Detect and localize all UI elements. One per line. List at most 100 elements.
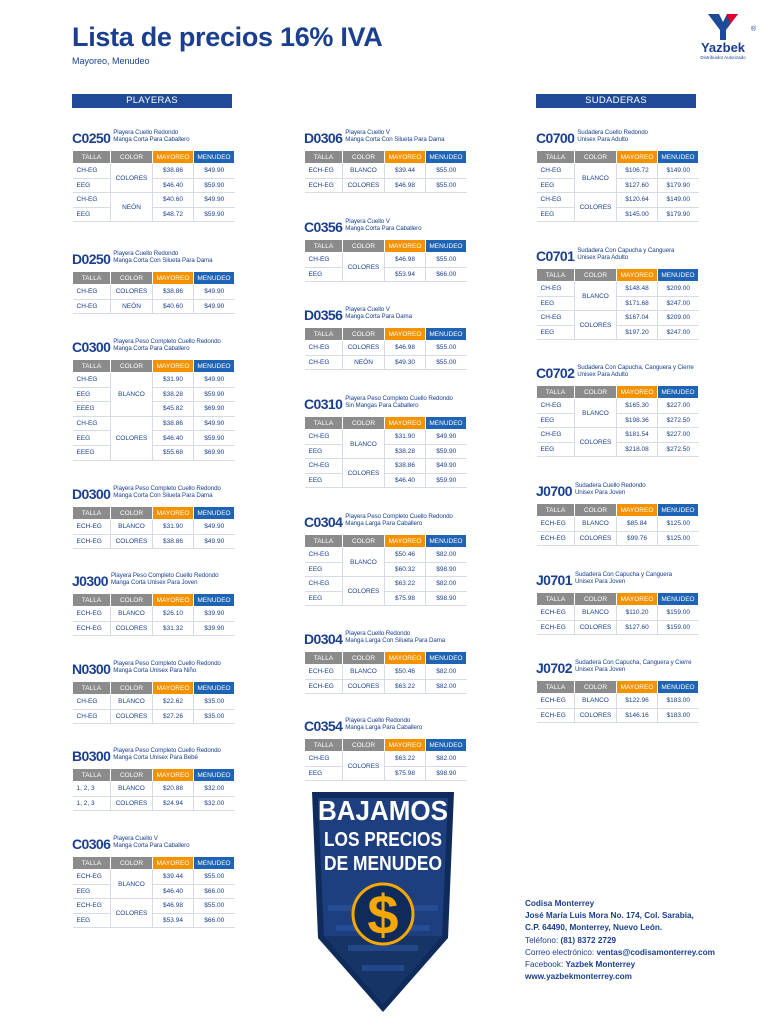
table-header-row: TALLA COLOR MAYOREO MENUDEO <box>72 150 235 164</box>
mayoreo-price: $53.94 <box>152 913 194 929</box>
table-row: CH-EG COLORES $181.54 $227.00 <box>536 427 699 458</box>
product-code: J0701 <box>536 572 573 588</box>
product-header: C0304 Playera Peso Completo Cuello Redond… <box>304 512 466 534</box>
column-header: MENUDEO <box>657 268 699 282</box>
menudeo-price: $39.90 <box>193 621 235 637</box>
color-cell: COLORES <box>110 709 153 725</box>
menudeo-price: $183.00 <box>657 693 699 709</box>
column-header: TALLA <box>72 359 111 373</box>
column-header: COLOR <box>342 534 385 548</box>
menudeo-price: $82.00 <box>425 576 467 592</box>
mayoreo-price: $99.76 <box>616 531 658 547</box>
column-header: COLOR <box>342 327 385 341</box>
column-header: MENUDEO <box>193 856 235 870</box>
size-cell: EEG <box>536 325 575 341</box>
size-cell: CH-EG <box>72 709 111 725</box>
price-table: TALLA COLOR MAYOREO MENUDEO ECH-EG BLANCO $85.… <box>536 503 699 547</box>
menudeo-price: $59.90 <box>193 430 235 446</box>
size-cell: CH-EG <box>72 372 111 388</box>
column-header: MAYOREO <box>616 150 658 164</box>
column-header: COLOR <box>342 651 385 665</box>
mayoreo-price: $38.86 <box>152 416 194 432</box>
menudeo-price: $66.00 <box>193 884 235 900</box>
size-cell: ECH-EG <box>72 869 111 885</box>
price-table: TALLA COLOR MAYOREO MENUDEO CH-EG COLORES $46.… <box>304 327 467 371</box>
size-cell: EEG <box>536 178 575 194</box>
description-line: Manga Corta Con Silueta Para Dama <box>345 136 445 143</box>
menudeo-price: $49.90 <box>193 284 235 300</box>
menudeo-price: $209.00 <box>657 281 699 297</box>
mayoreo-price: $48.72 <box>152 207 194 223</box>
column-header: COLOR <box>342 738 385 752</box>
menudeo-price: $49.90 <box>193 416 235 432</box>
description-line: Playera Peso Completo Cuello Redondo <box>345 395 453 402</box>
table-header-row: TALLA COLOR MAYOREO MENUDEO <box>72 271 235 285</box>
column-header: MAYOREO <box>152 506 194 520</box>
price-table: TALLA COLOR MAYOREO MENUDEO 1, 2, 3 BLANCO $20… <box>72 768 235 812</box>
email-link[interactable]: ventas@codisamonterrey.com <box>596 947 715 957</box>
website-link[interactable]: www.yazbekmonterrey.com <box>525 972 632 982</box>
table-row: CH-EG BLANCO $165.30 $227.00 <box>536 398 699 429</box>
menudeo-price: $227.00 <box>657 398 699 414</box>
color-cell: COLORES <box>342 178 385 194</box>
product-j0702: J0702 Sudadera Con Capucha, Canguera y Ci… <box>536 658 699 724</box>
menudeo-price: $49.90 <box>425 429 467 445</box>
contact-company: Codisa Monterrey <box>525 899 595 908</box>
mayoreo-price: $120.64 <box>616 192 658 208</box>
mayoreo-price: $55.68 <box>152 445 194 461</box>
table-row: CH-EG COLORES $38.86 $49.90 <box>72 284 235 300</box>
size-cell: CH-EG <box>304 547 343 563</box>
column-header: COLOR <box>110 768 153 782</box>
table-row: CH-EG BLANCO $22.62 $35.00 <box>72 694 235 710</box>
column-header: MAYOREO <box>384 416 426 430</box>
menudeo-price: $82.00 <box>425 751 467 767</box>
phone-value[interactable]: (81) 8372 2729 <box>560 935 617 945</box>
menudeo-price: $32.00 <box>193 781 235 797</box>
bajamos-precios-badge: BAJAMOS LOS PRECIOS DE MENUDEO $ <box>312 792 454 1012</box>
contact-block: Codisa Monterrey José María Luis Mora No… <box>525 898 715 983</box>
mayoreo-price: $60.32 <box>384 562 426 578</box>
table-row: ECH-EG BLANCO $39.44 $55.00 <box>72 869 235 900</box>
table-row: CH-EG NEÓN $49.30 $55.00 <box>304 355 467 371</box>
color-cell: BLANCO <box>110 606 153 622</box>
description-line: Playera Cuello V <box>345 129 390 136</box>
menudeo-price: $98.90 <box>425 562 467 578</box>
product-code: J0700 <box>536 483 573 499</box>
size-cell: ECH-EG <box>72 606 111 622</box>
product-header: D0250 Playera Cuello Redondo Manga Corta C… <box>72 249 234 271</box>
description-line: Manga Corta Unisex Para Bebé <box>113 754 198 761</box>
product-description: Playera Peso Completo Cuello Redondo Sin … <box>345 395 453 409</box>
size-cell: EEG <box>72 884 111 900</box>
table-header-row: TALLA COLOR MAYOREO MENUDEO <box>72 681 235 695</box>
size-cell: CH-EG <box>536 192 575 208</box>
facebook-link[interactable]: Yazbek Monterrey <box>565 960 636 970</box>
size-cell: EEG <box>304 444 343 460</box>
mayoreo-price: $63.22 <box>384 751 426 767</box>
color-cell: BLANCO <box>110 519 153 535</box>
mayoreo-price: $53.94 <box>384 267 426 283</box>
menudeo-price: $82.00 <box>425 547 467 563</box>
color-cell: BLANCO <box>110 694 153 710</box>
column-header: MAYOREO <box>384 239 426 253</box>
mayoreo-price: $122.96 <box>616 693 658 709</box>
size-cell: ECH-EG <box>536 693 575 709</box>
product-description: Sudadera Con Capucha, Canguera y Cierre U… <box>575 659 692 673</box>
column-header: TALLA <box>536 592 575 606</box>
column-header: COLOR <box>110 506 153 520</box>
column-header: MENUDEO <box>193 359 235 373</box>
mayoreo-price: $38.86 <box>152 284 194 300</box>
description-line: Unisex Para Adulto <box>577 371 629 378</box>
menudeo-price: $49.90 <box>193 372 235 388</box>
column-header: MAYOREO <box>384 651 426 665</box>
product-code: D0356 <box>304 307 343 323</box>
table-row: ECH-EG BLANCO $26.10 $39.90 <box>72 606 235 622</box>
mayoreo-price: $46.40 <box>384 473 426 489</box>
table-row: EEG $218.08 $272.50 <box>536 442 699 458</box>
product-d0306: D0306 Playera Cuello V Manga Corta Con Sil… <box>304 128 467 194</box>
size-cell: ECH-EG <box>536 531 575 547</box>
menudeo-price: $149.00 <box>657 163 699 179</box>
phone-label: Teléfono: <box>525 935 559 945</box>
column-header: MENUDEO <box>193 768 235 782</box>
size-cell: ECH-EG <box>536 708 575 724</box>
table-row: EEG $198.36 $272.50 <box>536 413 699 429</box>
